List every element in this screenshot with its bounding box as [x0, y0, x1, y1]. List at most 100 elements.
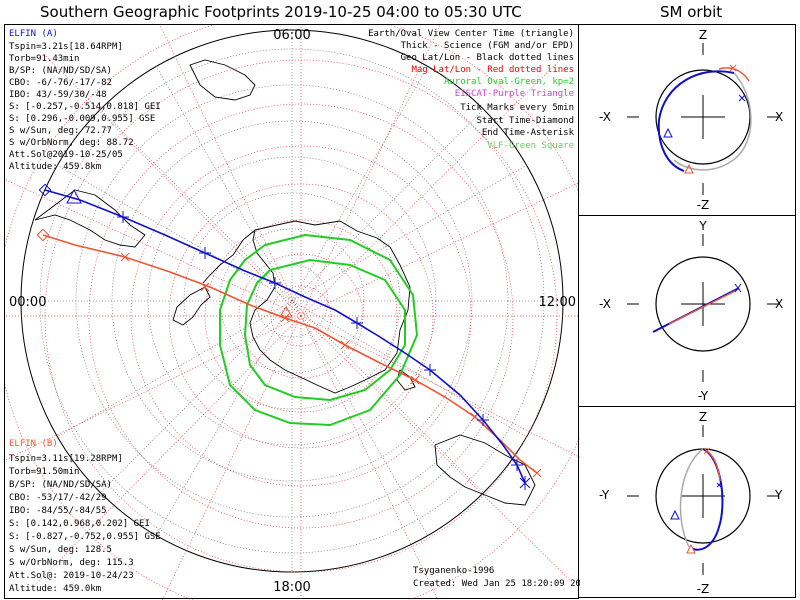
elfin-b-view-triangle — [279, 306, 293, 318]
legend-item: EISCAT-Purple Triangle — [455, 89, 574, 99]
legend: Earth/Oval View Center Time (triangle) T… — [368, 29, 574, 151]
elfin-b-asterisk — [703, 447, 711, 455]
legend-item: End Time-Asterisk — [482, 128, 575, 138]
auroral-oval-outer — [219, 233, 419, 427]
elfin-a-line: Torb=91.43min — [9, 54, 79, 64]
axis-label-right: X — [775, 110, 783, 124]
elfin-a-ticks — [117, 211, 523, 471]
axis-label-left: -X — [599, 297, 611, 311]
elfin-b-title: ELFIN (B) — [9, 439, 58, 449]
elfin-b-info: ELFIN (B) Tspin=3.11s[19.28RPM] Torb=91.… — [9, 439, 161, 594]
orbit-title: SM orbit — [660, 3, 723, 21]
legend-item: VLF-Green Square — [487, 141, 574, 151]
elfin-a-asterisk — [716, 482, 722, 488]
axis-label-right: X — [775, 297, 783, 311]
footprint-svg: 06:00 00:00 12:00 18:00 ELFIN (A) Tspin=… — [5, 25, 580, 600]
elfin-b-line: B/SP: (NA/ND/SD/SA) — [9, 480, 112, 490]
orbit-panel-xz: Z -Z -X X — [578, 24, 796, 216]
elfin-a-line: S: [0.296,-0.009,0.955] GSE — [9, 114, 155, 124]
elfin-b-line: Altitude: 459.0km — [9, 584, 101, 594]
time-label-top: 06:00 — [273, 28, 310, 43]
elfin-b-line: S w/OrbNorm, deg: 115.3 — [9, 558, 134, 568]
elfin-b-orbit — [718, 67, 750, 82]
earth-circle — [655, 256, 751, 352]
time-label-bottom: 18:00 — [273, 580, 310, 595]
legend-item: Geo Lat/Lon - Black dotted lines — [401, 53, 574, 63]
south-america-tip — [34, 189, 146, 248]
elfin-b-triangle — [684, 163, 694, 174]
elfin-a-line: S w/OrbNorm, deg: 88.72 — [9, 138, 134, 148]
axis-label-top: Y — [698, 219, 707, 233]
axis-label-bottom: -Y — [698, 389, 709, 403]
elfin-a-line: S: [-0.257,-0.514,0.818] GEI — [9, 102, 161, 112]
axis-label-right: Y — [774, 488, 783, 502]
credit-text: Tsyganenko-1996 — [413, 566, 494, 576]
elfin-b-ticks — [120, 252, 542, 478]
legend-item: Earth/Oval View Center Time (triangle) — [368, 29, 574, 39]
elfin-a-line: IBO: 43/-59/30/-48 — [9, 90, 107, 100]
axis-label-top: Z — [699, 410, 707, 424]
elfin-a-orbit — [657, 70, 735, 172]
elfin-a-asterisk — [734, 283, 742, 293]
elfin-b-line: S w/Sun, deg: 128.5 — [9, 545, 112, 555]
elfin-a-line: CBO: -6/-76/-17/-82 — [9, 78, 112, 88]
elfin-b-triangle — [686, 543, 696, 554]
axis-label-left: -X — [599, 110, 611, 124]
axis-label-top: Z — [699, 28, 707, 42]
elfin-a-line: B/SP: (NA/ND/SD/SA) — [9, 66, 112, 76]
orbit-panel-xz-svg: Z -Z -X X — [599, 28, 783, 212]
elfin-a-view-triangle — [66, 188, 82, 204]
legend-item: Tick Marks every 5min — [460, 103, 574, 113]
elfin-a-title: ELFIN (A) — [9, 29, 58, 39]
elfin-a-end-asterisk — [519, 476, 531, 490]
axis-label-bottom: -Z — [697, 198, 710, 212]
continent-outlines — [34, 59, 536, 506]
elfin-a-line: Att.Sol@2019-10-25/05 — [9, 150, 123, 160]
axis-label-bottom: -Z — [697, 582, 710, 596]
orbit-shadow — [673, 72, 752, 171]
orbit-panel-yz: Z -Z -Y Y — [578, 406, 796, 598]
orbit-panel-xy-svg: Y -Y -X X — [599, 219, 783, 403]
elfin-b-start-diamond — [36, 228, 50, 242]
main-title: Southern Geographic Footprints 2019-10-2… — [40, 3, 522, 21]
earth-circle — [655, 69, 751, 165]
legend-item: Thick - Science (FGM and/or EPD) — [401, 41, 574, 51]
time-label-left: 00:00 — [9, 295, 46, 310]
elfin-a-track — [38, 183, 531, 490]
elfin-a-triangle — [670, 509, 680, 520]
africa-outline — [189, 59, 256, 101]
footprint-plot: 06:00 00:00 12:00 18:00 ELFIN (A) Tspin=… — [4, 24, 580, 600]
elfin-a-line: S w/Sun, deg: 72.77 — [9, 126, 112, 136]
elfin-b-line: S: [0.142,0.968,0.202] GEI — [9, 519, 150, 529]
elfin-b-path — [42, 234, 538, 474]
elfin-b-line: Torb=91.50min — [9, 467, 79, 477]
elfin-b-asterisk — [729, 64, 737, 72]
time-label-right: 12:00 — [539, 295, 576, 310]
elfin-b-line: IBO: -84/55/-84/55 — [9, 506, 107, 516]
elfin-b-line: CBO: -53/17/-42/29 — [9, 493, 107, 503]
elfin-b-line: Att.Sol@: 2019-10-24/23 — [9, 571, 134, 581]
orbit-panel-xy: Y -Y -X X — [578, 215, 796, 407]
elfin-b-track — [36, 228, 542, 478]
auroral-oval-inner — [243, 258, 406, 402]
australia-outline — [434, 434, 536, 506]
mag-grid — [5, 25, 580, 600]
elfin-a-triangle — [663, 127, 673, 138]
elfin-b-orbit — [706, 450, 721, 482]
antarctic-peninsula-outline — [202, 229, 256, 284]
elfin-a-asterisk — [738, 94, 746, 102]
elfin-a-info: ELFIN (A) Tspin=3.21s[18.64RPM] Torb=91.… — [9, 29, 161, 172]
elfin-a-line: Altitude: 459.8km — [9, 162, 101, 172]
south-america-outline — [172, 286, 211, 326]
legend-item: Auroral Oval-Green, kp=2 — [444, 77, 574, 87]
axis-label-left: -Y — [599, 488, 610, 502]
elfin-a-line: Tspin=3.21s[18.64RPM] — [9, 42, 123, 52]
orbit-panel-yz-svg: Z -Z -Y Y — [599, 410, 783, 596]
elfin-b-line: S: [-0.827,-0.752,0.955] GSE — [9, 532, 161, 542]
elfin-a-start-diamond — [38, 183, 52, 197]
elfin-b-orbit — [668, 289, 738, 325]
orbit-shadow — [679, 448, 704, 548]
elfin-a-orbit — [692, 448, 724, 551]
antarctica-outline — [249, 220, 411, 394]
auroral-ovals — [219, 233, 419, 427]
